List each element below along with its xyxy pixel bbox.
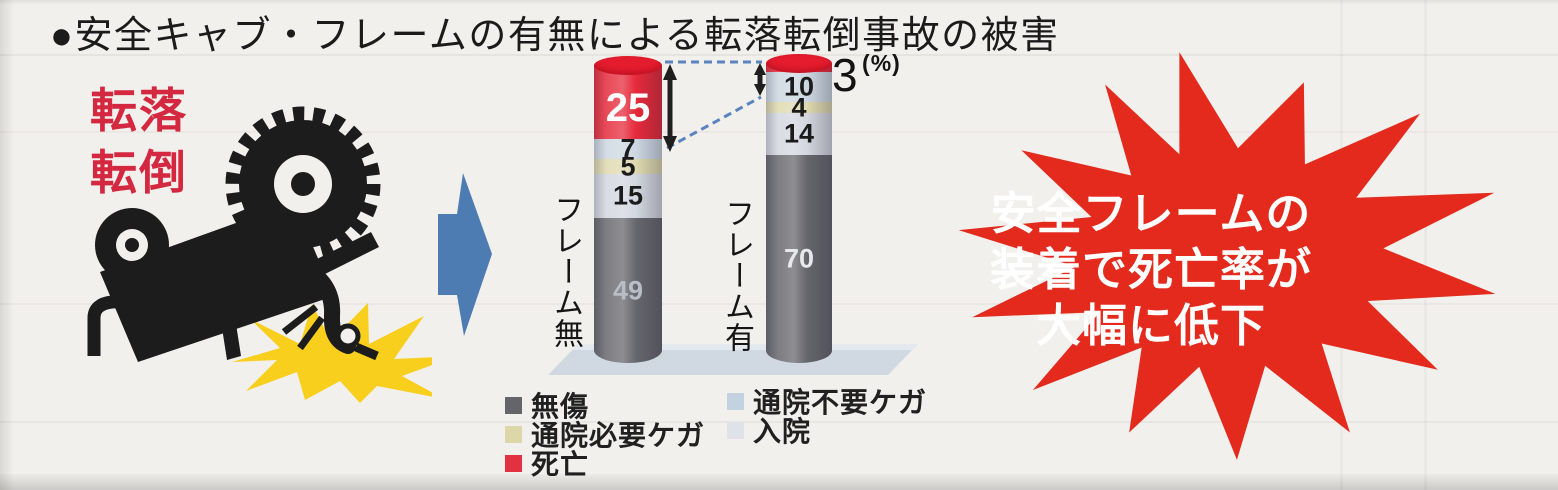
- bar-segment-入院: 15: [594, 174, 662, 219]
- legend-swatch: [505, 396, 522, 414]
- category-label-frame-none: フレーム無: [549, 194, 582, 349]
- tractor-rollover-icon: [87, 106, 432, 403]
- category-label-frame-present: フレーム有: [720, 198, 753, 353]
- legend-column-1: 無傷 通院必要ケガ 死亡: [505, 391, 705, 480]
- legend-item-死亡: 死亡: [505, 449, 705, 480]
- rollover-label-line1: 転落: [90, 84, 188, 137]
- scan-left-edge: [0, 0, 14, 490]
- bar-body: 25 7 5 15 49: [594, 65, 662, 363]
- bar-segment-value: 7: [620, 133, 636, 164]
- bar-body: 10 4 14 70: [766, 63, 832, 363]
- burst-message-line1: 安全フレームの: [990, 188, 1312, 239]
- bar-segment-通院必要ケガ: 5: [594, 153, 662, 180]
- bar-segment-通院必要ケガ: 4: [766, 94, 832, 121]
- figure-title: ●安全キャブ・フレームの有無による転落転倒事故の被害: [50, 15, 1060, 57]
- legend-item-通院不要ケガ: 通院不要ケガ: [727, 387, 927, 418]
- bar-segment-value: 25: [605, 85, 651, 130]
- paper-crease: [1424, 0, 1427, 490]
- bar-segment-value: 15: [612, 180, 644, 211]
- burst-message-line3: 大幅に低下: [1035, 300, 1266, 351]
- bar-segment-value: 14: [783, 118, 815, 149]
- legend-label: 通院必要ケガ: [531, 420, 706, 451]
- bar-segment-通院不要ケガ: 10: [766, 71, 832, 102]
- percent-callout: 3 (%): [832, 48, 901, 102]
- impact-star-icon: [232, 303, 432, 403]
- paper-crease: [0, 421, 1558, 423]
- scan-top-edge: [0, 0, 1558, 5]
- burst-message-line2: 装着で死亡率が: [989, 244, 1312, 295]
- burst-shape: [958, 52, 1496, 460]
- legend-swatch: [505, 425, 522, 443]
- emphasis-burst-icon: [958, 52, 1496, 460]
- bar-frame-present: 10 4 14 70: [766, 54, 832, 363]
- burst-message: 安全フレームの 装着で死亡率が 大幅に低下: [985, 186, 1317, 354]
- legend-label: 通院不要ケガ: [753, 387, 928, 418]
- bar-segment-value: 70: [783, 243, 815, 274]
- legend-item-無傷: 無傷: [505, 391, 705, 422]
- bar-segment-value: 4: [791, 92, 807, 123]
- flow-arrow-icon: [438, 173, 492, 336]
- legend-label: 無傷: [531, 391, 590, 422]
- bar-cap: [594, 56, 662, 75]
- legend-item-入院: 入院: [727, 416, 927, 447]
- bar-segment-無傷: 49: [594, 218, 662, 363]
- legend-item-通院必要ケガ: 通院必要ケガ: [505, 420, 705, 451]
- bar-segment-無傷: 70: [766, 155, 832, 363]
- bar-cap: [766, 54, 832, 73]
- driver-head-icon: [335, 323, 361, 349]
- legend-swatch: [505, 454, 522, 472]
- rollover-label: 転落 転倒: [90, 80, 188, 204]
- rollover-label-line2: 転倒: [90, 146, 188, 200]
- tractor-silhouette: [87, 106, 381, 362]
- bar-segment-死亡: 25: [594, 65, 662, 139]
- percent-callout-value: 3: [832, 49, 858, 101]
- bar-segment-value: 10: [783, 71, 815, 102]
- legend-column-2: 通院不要ケガ 入院: [727, 387, 927, 447]
- bar-frame-none: 25 7 5 15 49: [594, 56, 662, 363]
- legend-swatch: [727, 421, 744, 439]
- flow-arrow-shape: [438, 173, 492, 336]
- bar-segment-value: 5: [620, 151, 636, 182]
- bar-segment-入院: 14: [766, 113, 832, 156]
- legend-swatch: [727, 392, 744, 410]
- bar-segment-通院不要ケガ: 7: [594, 133, 662, 164]
- legend-label: 死亡: [531, 449, 590, 480]
- percent-unit-label: (%): [862, 50, 901, 76]
- scan-bottom-edge: [0, 474, 1558, 490]
- legend-label: 入院: [753, 416, 812, 447]
- bar-segment-value: 49: [612, 275, 644, 306]
